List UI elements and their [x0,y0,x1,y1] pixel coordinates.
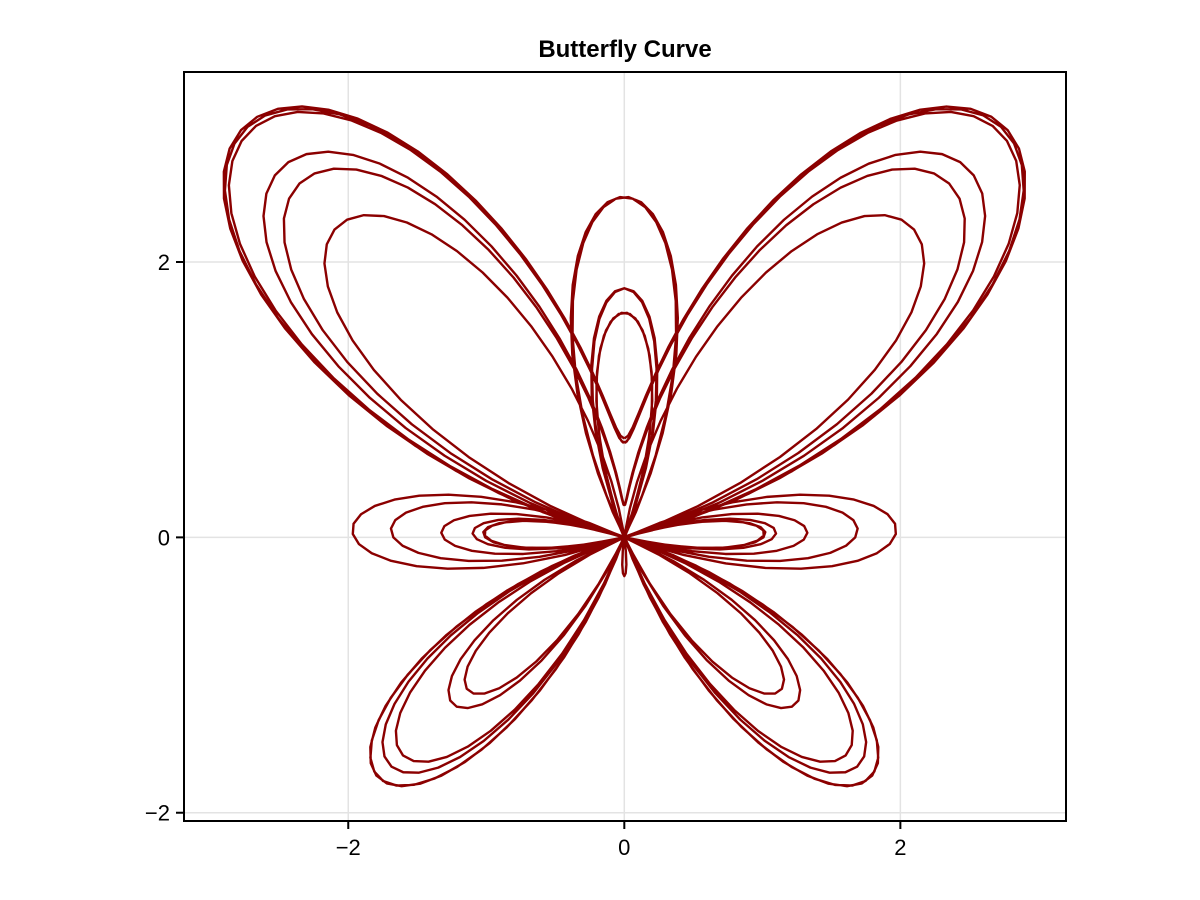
y-tick-label: 0 [158,525,170,550]
chart-title: Butterfly Curve [538,36,711,63]
butterfly-curve-line [222,105,1026,788]
y-tick-label: −2 [145,801,170,826]
grid-lines [184,72,1066,821]
x-tick-label: 0 [618,835,630,860]
y-axis-ticks: −2 0 2 [145,250,184,826]
x-tick-label: −2 [336,835,361,860]
plot-area [222,105,1026,788]
y-tick-label: 2 [158,250,170,275]
x-tick-label: 2 [894,835,906,860]
x-axis-ticks: −2 0 2 [336,821,906,860]
